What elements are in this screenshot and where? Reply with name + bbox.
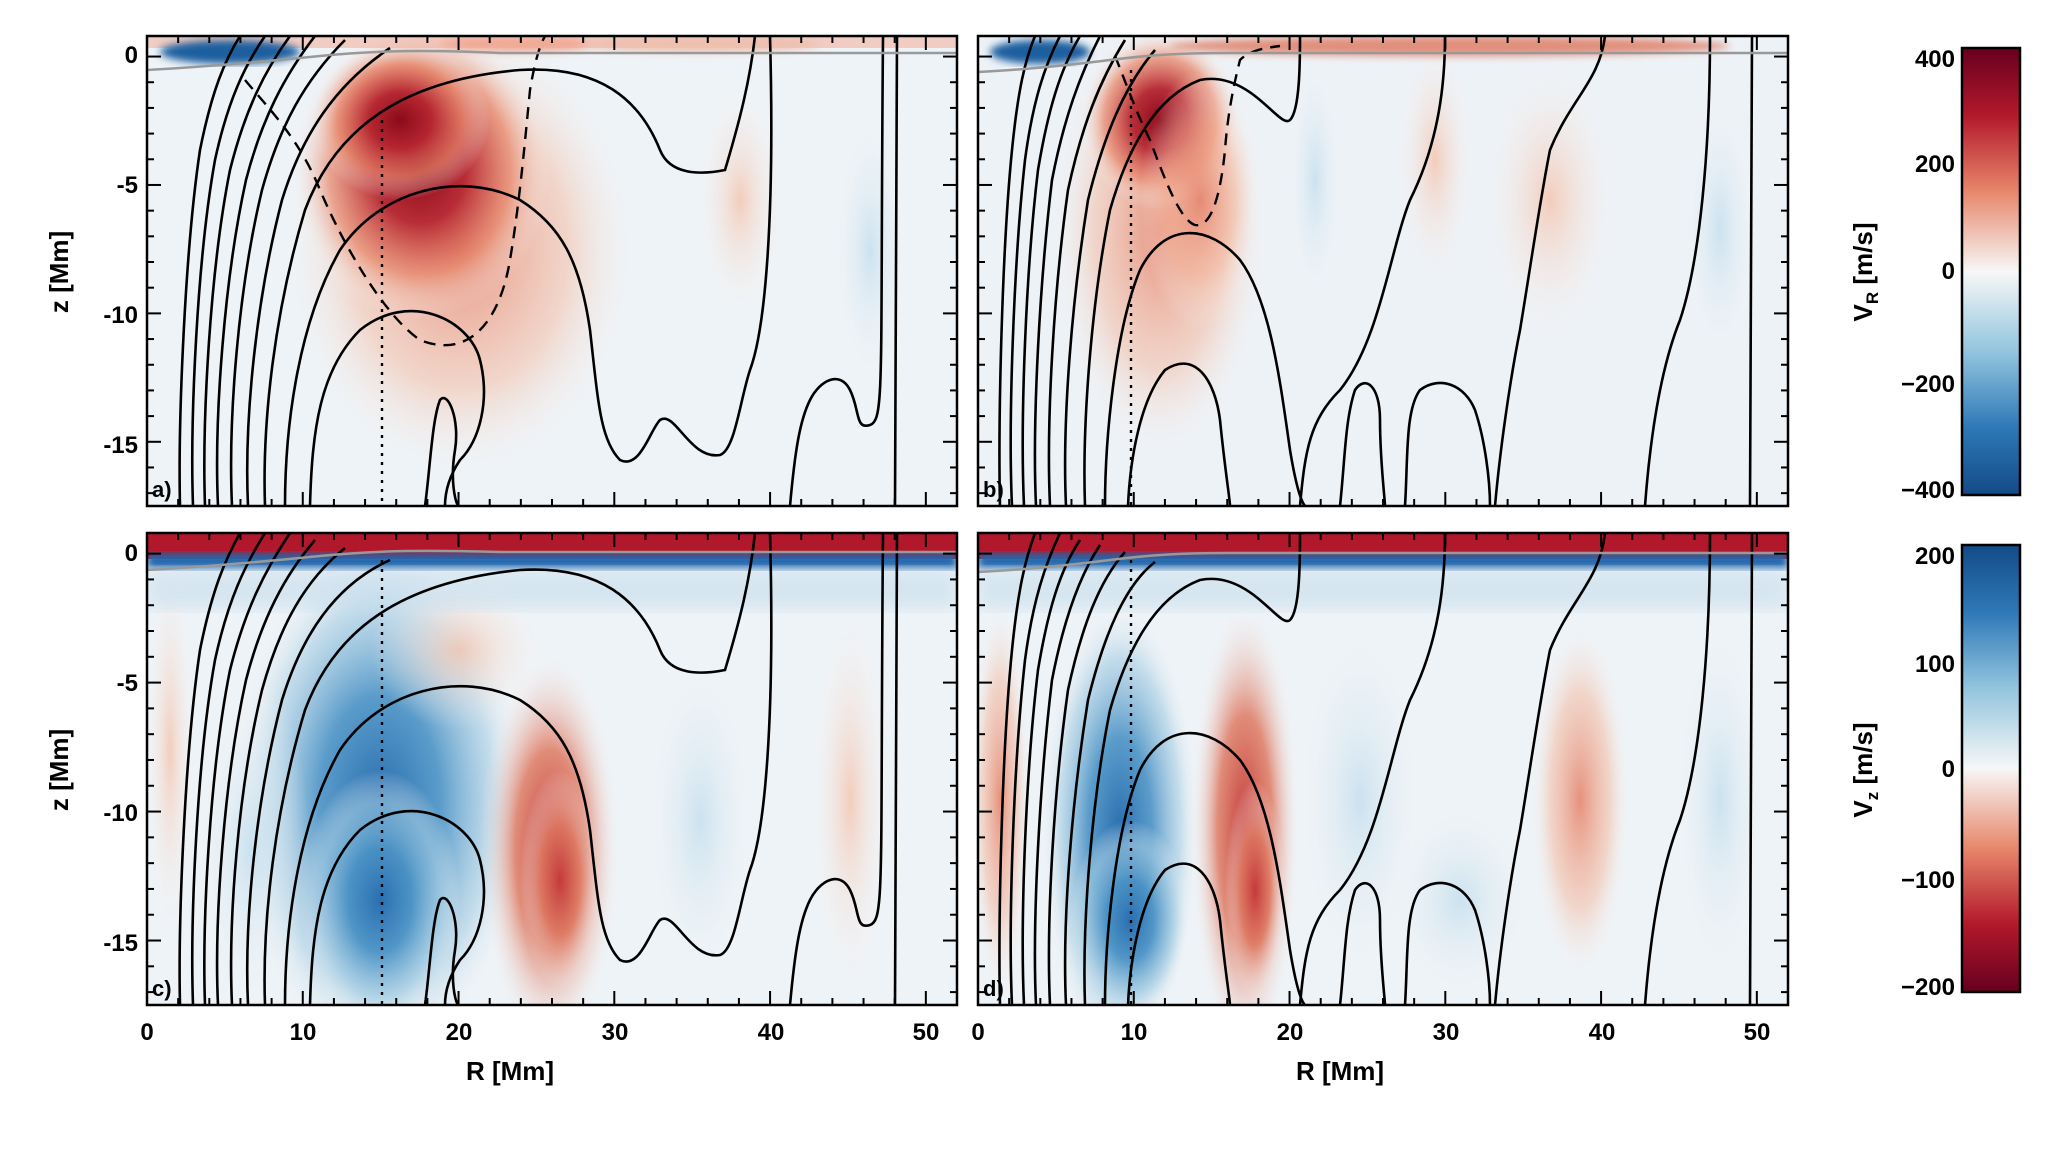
x-tick-labels: 0 10 20 30 40 50 0 10 20 30 40 50 [140,1019,1770,1046]
panel-d-surface [978,551,1788,1005]
panel-a: a) [145,34,959,508]
xtick-d-50: 50 [1744,1019,1771,1046]
panel-d-heatmap [978,533,1788,1005]
colorbar-vr-tick-3: −200 [1901,371,1955,398]
panel-c-surface [147,549,957,1005]
x-axis-label-left: R [Mm] [466,1056,554,1086]
colorbar-vr-tick-0: 400 [1915,46,1955,73]
xtick-c-20: 20 [446,1019,473,1046]
colorbar-vz-tick-1: 100 [1915,651,1955,678]
xtick-d-10: 10 [1121,1019,1148,1046]
colorbar-vz-scale [1960,543,2022,994]
ytick-a-m5: -5 [117,172,138,199]
colorbar-vz-tick-0: 200 [1915,543,1955,570]
ytick-c-m5: -5 [117,670,138,697]
colorbar-vr-tick-2: 0 [1942,258,1955,285]
panel-d-label: d) [983,976,1004,1001]
ytick-c-m15: -15 [103,930,138,957]
panel-c-label: c) [152,976,172,1001]
panel-d: d) [976,531,1790,1007]
colorbar-vz-tick-2: 0 [1942,756,1955,783]
ytick-c-m10: -10 [103,800,138,827]
ytick-a-0: 0 [125,42,138,69]
x-axis-label-right: R [Mm] [1296,1056,1384,1086]
y-tick-labels: 0 -5 -10 -15 0 -5 -10 -15 [103,42,138,957]
y-axis-label-bottom: z [Mm] [44,729,74,811]
colorbar-vr-tick-4: −400 [1901,477,1955,504]
xtick-d-30: 30 [1433,1019,1460,1046]
panel-b-label: b) [983,477,1004,502]
panel-a-contours [178,36,899,506]
panel-b-surface [978,51,1788,506]
xtick-d-0: 0 [971,1019,984,1046]
panel-c-contours [178,533,899,1005]
xtick-c-10: 10 [290,1019,317,1046]
panel-b-heatmap [978,36,1788,506]
panel-a-dashed-contour [244,36,547,347]
panel-a-heatmap [147,36,957,506]
colorbar-vz-tick-3: −100 [1901,867,1955,894]
ytick-c-0: 0 [125,540,138,567]
ytick-a-m10: -10 [103,302,138,329]
colorbar-vz-label: Vz [m/s] [1848,722,1882,817]
xtick-c-50: 50 [913,1019,940,1046]
y-axis-label-top: z [Mm] [44,231,74,313]
xtick-d-40: 40 [1589,1019,1616,1046]
colorbar-vr-tick-1: 200 [1915,151,1955,178]
panel-d-contours [998,533,1754,1005]
colorbar-vr-label: VR [m/s] [1848,223,1882,322]
panel-b-contours [998,36,1754,506]
panel-a-label: a) [152,477,172,502]
xtick-d-20: 20 [1277,1019,1304,1046]
xtick-c-30: 30 [602,1019,629,1046]
colorbar-vz: 200 100 0 −100 −200 Vz [m/s] [1848,543,2022,1001]
panel-c: c) [145,531,959,1007]
colorbar-vr-scale [1960,46,2022,497]
colorbar-vz-tick-4: −200 [1901,974,1955,1001]
xtick-c-0: 0 [140,1019,153,1046]
panel-a-surface [147,49,957,506]
xtick-c-40: 40 [758,1019,785,1046]
axis-ticks [146,36,2020,1005]
ytick-a-m15: -15 [103,432,138,459]
panel-b: b) [976,34,1790,508]
panel-c-heatmap [147,533,957,1005]
colorbar-vr: 400 200 0 −200 −400 VR [m/s] [1848,46,2022,504]
panel-b-dashed-contour [1113,44,1281,227]
